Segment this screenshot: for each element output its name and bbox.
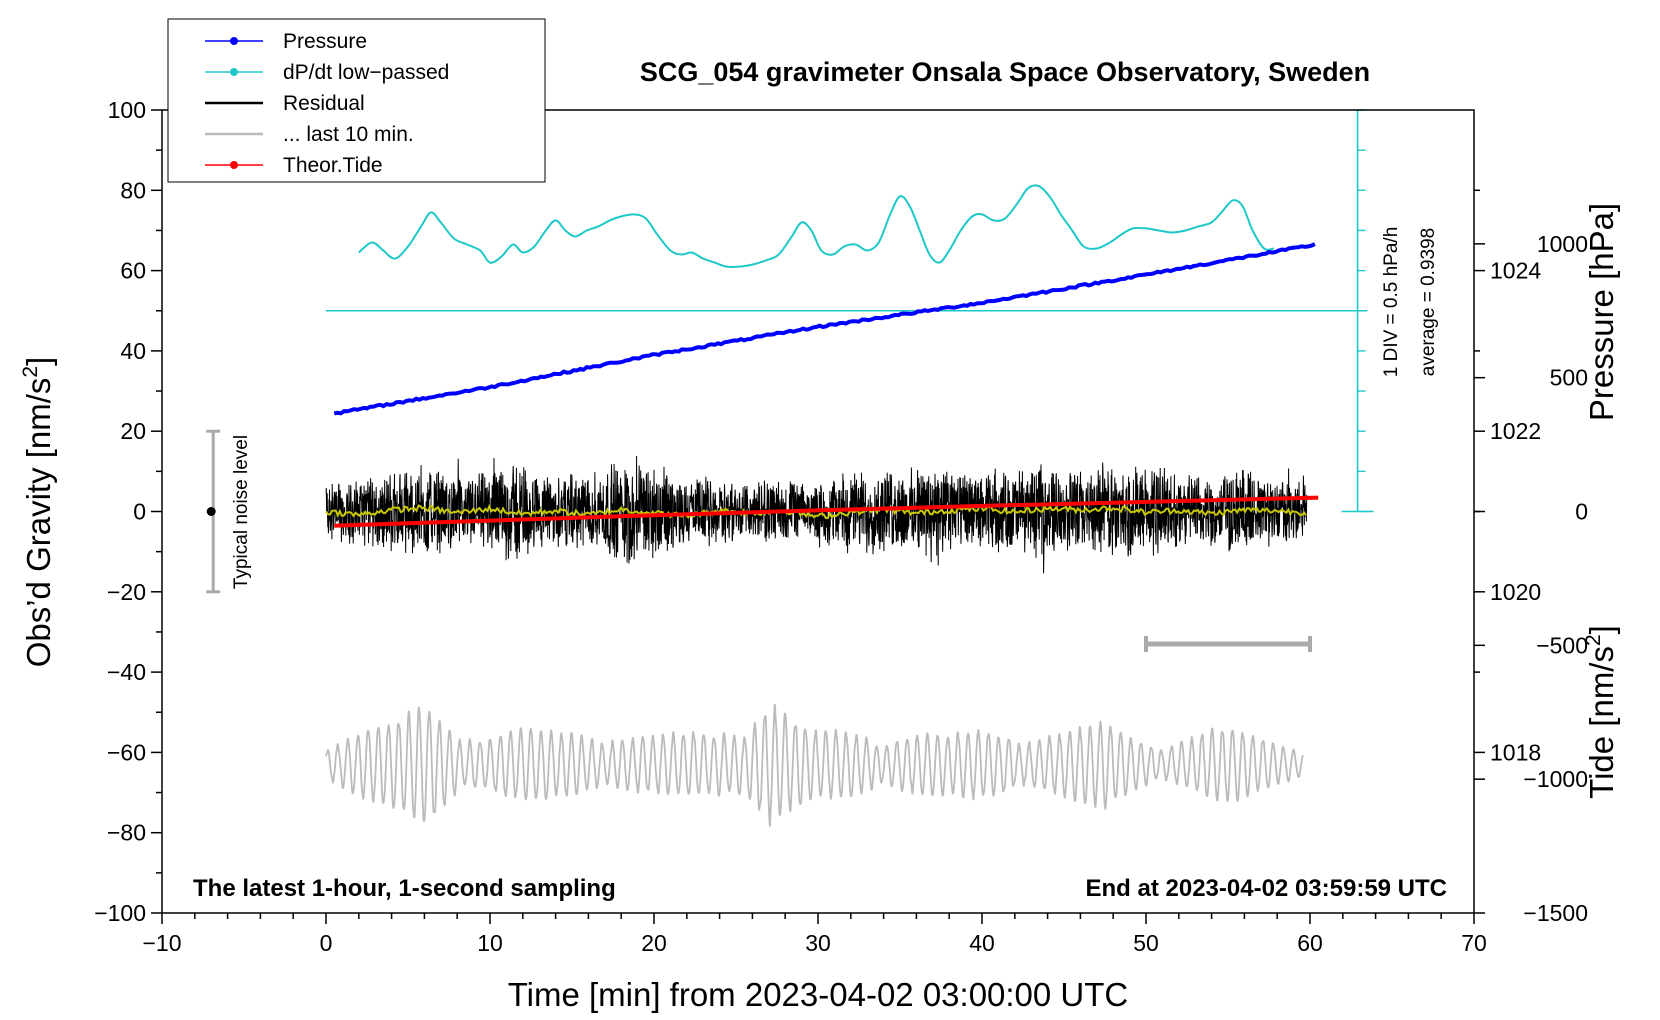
pressure-line [333, 242, 1316, 416]
residual-series-layer [325, 455, 1308, 574]
y-tide-axis-title: Tide [nm/s2] [1582, 625, 1620, 799]
x-axis: −10 0 10 20 30 40 50 60 70 [142, 913, 1487, 956]
last10-line [325, 703, 1304, 827]
y-left-tick-label: −60 [107, 739, 146, 765]
legend-swatch-dot [230, 68, 238, 76]
y-tide-tick-label: 1000 [1537, 231, 1588, 257]
tide-series-layer [334, 495, 1319, 528]
y-left-tick-label: 100 [108, 97, 146, 123]
y-left-title-main: Obs’d Gravity [nm/s [20, 378, 57, 668]
y-tide-tick-label: −1000 [1523, 766, 1588, 792]
y-left-tick-label: −40 [107, 659, 146, 685]
legend-label: Residual [283, 92, 365, 115]
y-pressure-tick-label: 1020 [1490, 579, 1541, 605]
legend-swatch-dot [230, 161, 238, 169]
y-pressure-tick-label: 1024 [1490, 258, 1541, 284]
x-axis-title: Time [min] from 2023-04-02 03:00:00 UTC [508, 976, 1129, 1013]
y-left-tick-label: 80 [120, 177, 146, 203]
dpdt-scale-layer [326, 109, 1374, 513]
y-tide-title-sup: 2 [1582, 634, 1605, 646]
x-tick-label: 70 [1461, 930, 1487, 956]
last10-series-layer [325, 703, 1304, 827]
y-axis-pressure: 1018 1020 1022 1024 [1474, 189, 1541, 765]
y-axis-left: −100 −80 −60 −40 −20 0 20 40 60 80 100 [94, 97, 162, 926]
y-left-tick-label: 0 [133, 499, 146, 525]
y-pressure-tick-label: 1022 [1490, 418, 1541, 444]
tide-line [334, 495, 1319, 528]
footer-right-note: End at 2023-04-02 03:59:59 UTC [1086, 875, 1448, 902]
y-left-tick-label: 20 [120, 418, 146, 444]
legend-label: Pressure [283, 30, 367, 53]
chart-title: SCG_054 gravimeter Onsala Space Observat… [640, 57, 1370, 87]
x-tick-label: 60 [1297, 930, 1323, 956]
y-left-tick-label: −20 [107, 579, 146, 605]
average-label: average = 0.9398 [1418, 228, 1439, 376]
y-tide-tick-label: −500 [1536, 632, 1588, 658]
x-tick-label: 20 [641, 930, 667, 956]
y-left-tick-label: −100 [94, 900, 146, 926]
y-tide-tick-label: 0 [1575, 499, 1588, 525]
dpdt-series-layer [358, 184, 1275, 268]
plot-data-layer [206, 109, 1374, 827]
y-pressure-tick-label: 1018 [1490, 739, 1541, 765]
legend-swatch-dot [230, 37, 238, 45]
y-left-tick-label: −80 [107, 820, 146, 846]
div-scale-label: 1 DIV = 0.5 hPa/h [1381, 227, 1402, 378]
y-left-title-sup: 2 [19, 366, 42, 378]
dpdt-line [358, 184, 1275, 268]
legend: Pressure dP/dt low−passed Residual ... last… [167, 18, 546, 183]
x-tick-label: 50 [1133, 930, 1159, 956]
smooth-residual-line [325, 503, 1307, 520]
y-tide-tick-label: 500 [1550, 365, 1588, 391]
y-axis-tide: −1500 −1000 −500 0 500 1000 [1474, 231, 1588, 926]
x-tick-label: 0 [320, 930, 333, 956]
noise-bar-center-dot [206, 507, 216, 516]
x-tick-label: −10 [142, 930, 181, 956]
reference-bars-layer [206, 429, 1312, 652]
x-tick-label: 40 [969, 930, 995, 956]
smooth-residual-layer [325, 503, 1307, 520]
x-tick-label: 10 [477, 930, 503, 956]
legend-label: Theor.Tide [283, 154, 383, 177]
y-left-tick-label: 40 [120, 338, 146, 364]
x-tick-label: 30 [805, 930, 831, 956]
y-tide-title-main: Tide [nm/s [1583, 646, 1620, 799]
noise-level-label: Typical noise level [231, 435, 252, 589]
legend-box [167, 18, 546, 183]
y-tide-tick-label: −1500 [1523, 900, 1588, 926]
y-tide-title-end: ] [1583, 625, 1620, 634]
pressure-series-layer [333, 242, 1316, 416]
y-left-title-end: ] [20, 357, 57, 366]
y-left-axis-title: Obs’d Gravity [nm/s2] [19, 357, 57, 668]
legend-label: dP/dt low−passed [283, 61, 449, 84]
legend-label: ... last 10 min. [283, 123, 414, 146]
residual-line [325, 455, 1308, 574]
y-left-tick-label: 60 [120, 258, 146, 284]
y-pressure-axis-title: Pressure [hPa] [1583, 203, 1620, 421]
footer-left-note: The latest 1-hour, 1-second sampling [193, 875, 616, 902]
